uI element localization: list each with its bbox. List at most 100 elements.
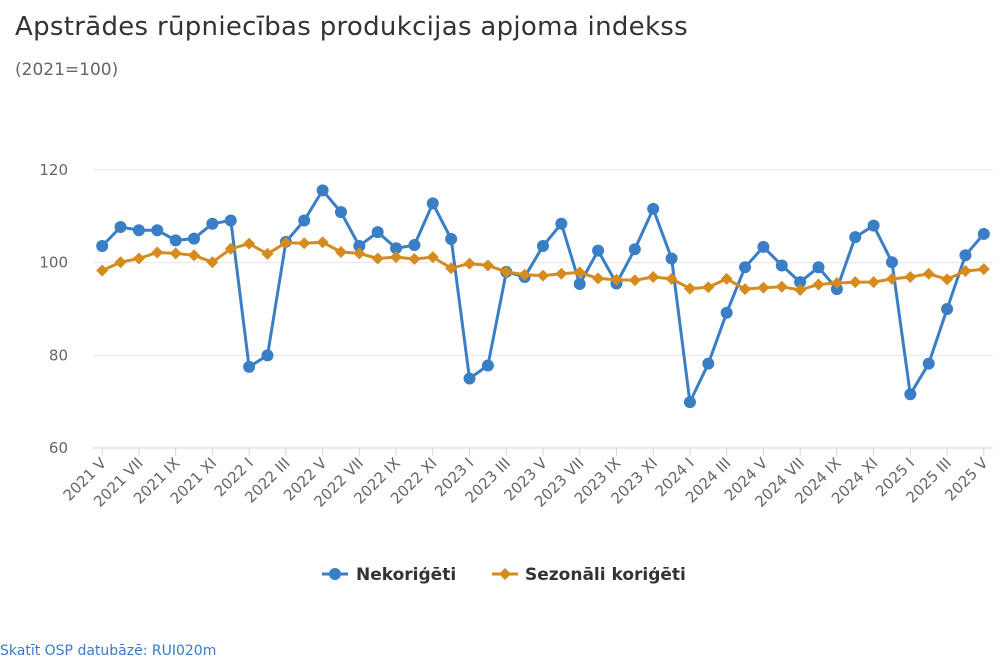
data-point — [775, 259, 788, 272]
data-point — [757, 281, 770, 294]
y-tick-label: 80 — [49, 346, 68, 364]
data-point — [132, 224, 145, 237]
data-point — [628, 243, 641, 256]
data-point — [261, 349, 274, 362]
data-point — [941, 303, 954, 315]
data-point — [334, 246, 347, 259]
data-point — [830, 283, 843, 296]
data-point — [279, 236, 292, 249]
gridlines — [93, 169, 993, 449]
data-point — [739, 283, 752, 296]
data-point — [647, 271, 660, 284]
legend: Nekoriģēti Sezonāli koriģēti — [322, 565, 686, 585]
data-point — [151, 246, 164, 259]
legend-label: Sezonāli koriģēti — [525, 565, 686, 585]
data-point — [628, 274, 641, 287]
data-point — [96, 264, 109, 277]
data-point — [518, 268, 531, 281]
data-point — [977, 227, 990, 240]
data-point — [610, 273, 623, 286]
y-tick-label: 60 — [49, 439, 68, 457]
data-point — [390, 242, 403, 255]
data-point — [371, 252, 384, 265]
legend-marker — [499, 568, 511, 580]
data-point — [353, 247, 366, 260]
data-point — [683, 396, 696, 409]
data-point — [537, 269, 549, 282]
data-point — [720, 306, 733, 319]
chart-title: Apstrādes rūpniecības produkcijas apjoma… — [15, 12, 688, 42]
data-point — [371, 226, 384, 239]
data-point — [224, 242, 237, 255]
data-point — [537, 239, 549, 252]
data-point — [243, 360, 256, 373]
data-point — [114, 256, 127, 269]
data-point — [408, 239, 421, 252]
data-point — [775, 280, 788, 293]
data-point — [794, 284, 807, 297]
legend-label: Nekoriģēti — [356, 565, 456, 585]
data-point — [316, 184, 329, 197]
data-point — [592, 272, 605, 285]
y-axis: 60 80 100 120 — [39, 161, 68, 457]
data-point — [922, 357, 935, 370]
data-point — [188, 249, 201, 262]
data-point — [298, 237, 311, 250]
data-point — [188, 232, 201, 245]
data-point — [555, 217, 568, 230]
data-point — [573, 266, 586, 279]
legend-item[interactable]: Sezonāli koriģēti — [492, 565, 686, 585]
data-point — [977, 263, 990, 276]
data-point — [243, 237, 256, 250]
legend-item[interactable]: Nekoriģēti — [322, 565, 456, 585]
data-point — [334, 206, 347, 219]
data-point — [96, 239, 109, 252]
data-point — [959, 249, 972, 262]
data-point — [647, 202, 660, 215]
series-sezonali-korigeti — [96, 236, 990, 297]
data-point — [904, 388, 917, 401]
data-point — [665, 272, 678, 285]
data-point — [812, 278, 825, 291]
data-point — [849, 231, 862, 244]
data-point — [408, 252, 421, 265]
data-point — [592, 244, 605, 257]
data-point — [114, 220, 127, 233]
data-point — [445, 233, 458, 246]
data-point — [353, 239, 366, 252]
data-point — [922, 267, 935, 280]
data-point — [481, 359, 494, 372]
data-point — [261, 247, 274, 260]
data-point — [720, 272, 733, 285]
data-point — [169, 234, 182, 247]
data-point — [390, 251, 403, 264]
data-point — [904, 271, 917, 284]
data-point — [481, 259, 494, 272]
data-point — [224, 214, 237, 227]
data-point — [426, 197, 439, 210]
chart-subtitle: (2021=100) — [15, 60, 119, 80]
data-point — [812, 261, 825, 274]
y-tick-label: 120 — [39, 161, 68, 179]
data-point — [206, 256, 219, 269]
data-point — [702, 281, 715, 294]
data-point — [463, 372, 476, 385]
data-point — [830, 277, 843, 290]
data-point — [298, 214, 311, 227]
data-point — [132, 252, 145, 265]
data-point — [885, 272, 898, 285]
data-point — [885, 256, 898, 269]
data-point — [867, 219, 880, 232]
data-point — [445, 262, 458, 275]
database-link[interactable]: Skatīt OSP datubāzē: RUI020m — [0, 643, 217, 659]
data-point — [665, 252, 678, 265]
legend-marker — [329, 568, 341, 580]
data-point — [683, 282, 696, 295]
data-point — [206, 217, 219, 230]
data-point — [757, 240, 770, 253]
data-point — [702, 357, 715, 370]
data-point — [849, 276, 862, 289]
data-point — [739, 261, 752, 274]
series-plot-area — [96, 184, 990, 409]
